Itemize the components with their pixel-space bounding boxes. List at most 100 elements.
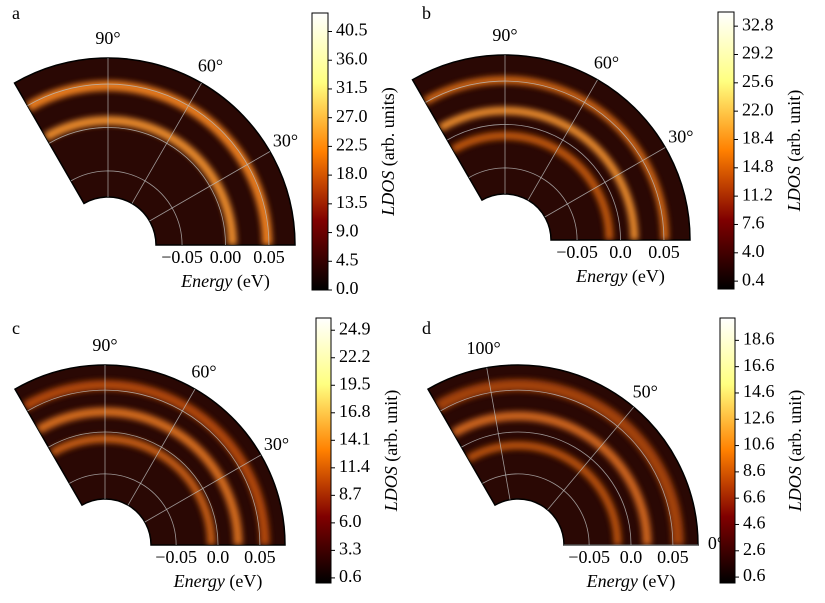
colorbar-tick-label: 7.6 [742, 213, 765, 233]
grid-spoke [131, 82, 202, 204]
colorbar-tick-label: 40.5 [336, 20, 368, 40]
grid-spoke [544, 147, 666, 218]
x-axis-label-unit: (eV) [642, 571, 675, 592]
colorbar-tick-label: 0.0 [336, 278, 359, 298]
colorbar-tick-label: 22.0 [742, 99, 774, 119]
panel-label: d [422, 318, 431, 338]
grid-spoke [527, 79, 598, 201]
colorbar-tick-label: 22.5 [336, 135, 368, 155]
heatmap-band [435, 379, 684, 545]
x-axis-label-unit: (eV) [229, 571, 262, 592]
grid-spoke [127, 388, 196, 506]
colorbar-label: LDOS (arb. unit) [381, 390, 402, 513]
colorbar-tick-label: 2.6 [743, 539, 766, 559]
colorbar-tick-label: 13.5 [336, 192, 368, 212]
colorbar [311, 12, 329, 291]
colorbar-tick-label: 11.4 [339, 456, 370, 476]
x-axis-label-var: Energy [173, 571, 225, 591]
colorbar-tick-label: 11.2 [742, 184, 773, 204]
theta-tick-label: 60° [594, 52, 619, 72]
colorbar-tick-label: 6.6 [743, 486, 766, 506]
colorbar-label-unit: (arb. unit) [381, 390, 402, 462]
heatmap-band [451, 411, 652, 545]
colorbar-tick-label: 4.5 [336, 249, 359, 269]
theta-tick-label: 90° [92, 335, 117, 355]
colorbar-tick-label: 3.3 [339, 539, 362, 559]
colorbar-label: LDOS (arb. unit) [785, 390, 806, 513]
colorbar-tick-label: 25.6 [742, 71, 774, 91]
colorbar-tick-label: 36.0 [336, 48, 368, 68]
colorbar-label-unit: (arb. unit) [785, 390, 806, 462]
x-axis-label-var: Energy [586, 571, 638, 591]
colorbar [717, 11, 735, 290]
grid-spoke [149, 151, 271, 222]
grid-ring [461, 431, 632, 546]
r-tick-label: −0.05 [556, 242, 598, 262]
theta-tick-label: 60° [191, 362, 216, 382]
r-tick-label: 0.0 [609, 242, 632, 262]
colorbar [315, 317, 332, 584]
r-tick-label: 0.0 [620, 547, 643, 567]
r-tick-label: 0.05 [648, 242, 680, 262]
theta-tick-label: 30° [273, 131, 298, 151]
x-axis-label: Energy (eV) [575, 266, 665, 287]
colorbar-label: LDOS (arb. unit) [784, 90, 805, 213]
colorbar [719, 317, 736, 584]
x-axis-label: Energy (eV) [173, 571, 263, 592]
colorbar-tick-label: 19.5 [339, 373, 371, 393]
r-tick-label: 0.00 [210, 247, 242, 267]
colorbar-tick-label: 6.0 [339, 511, 362, 531]
x-axis-label-unit: (eV) [237, 271, 270, 292]
colorbar-tick-label: 14.6 [743, 381, 775, 401]
r-tick-label: 0.05 [657, 547, 689, 567]
theta-tick-label: 30° [668, 127, 693, 147]
colorbar-tick-label: 4.6 [743, 513, 766, 533]
panel-label: b [422, 3, 431, 23]
heatmap-bands [435, 379, 684, 545]
x-axis-label-var: Energy [180, 271, 232, 291]
grid-ring [440, 389, 674, 546]
theta-tick-label: 90° [492, 25, 517, 45]
r-tick-label: 0.05 [253, 247, 285, 267]
colorbar-tick-label: 14.8 [742, 156, 774, 176]
colorbar-tick-label: 18.6 [743, 328, 775, 348]
colorbar-tick-label: 10.6 [743, 434, 775, 454]
x-axis-label: Energy (eV) [586, 571, 676, 592]
colorbar-tick-label: 8.6 [743, 460, 766, 480]
colorbar-tick-label: 9.0 [336, 221, 359, 241]
r-tick-label: −0.05 [155, 547, 197, 567]
colorbar-tick-label: 32.8 [742, 14, 774, 34]
theta-tick-label: 30° [264, 434, 289, 454]
colorbar-tick-label: 8.7 [339, 483, 362, 503]
grid-spoke [144, 454, 262, 523]
grid-ring [482, 473, 590, 546]
grid-spoke [486, 367, 511, 500]
theta-tick-label: 60° [198, 56, 223, 76]
colorbar-label-unit: (arb. units) [378, 87, 399, 166]
theta-tick-label: 100° [467, 338, 501, 358]
colorbar-tick-label: 31.5 [336, 77, 368, 97]
colorbar-label-var: LDOS [784, 166, 804, 212]
panel-label: c [12, 318, 20, 338]
theta-tick-label: 90° [95, 28, 120, 48]
colorbar-tick-label: 0.4 [742, 269, 765, 289]
colorbar-label: LDOS (arb. units) [378, 87, 399, 217]
colorbar-tick-label: 0.6 [339, 566, 362, 586]
colorbar-label-var: LDOS [381, 466, 401, 512]
colorbar-tick-label: 4.0 [742, 241, 765, 261]
colorbar-tick-label: 14.1 [339, 428, 371, 448]
r-tick-label: −0.05 [568, 547, 610, 567]
panel-label: a [12, 3, 20, 23]
colorbar-label-var: LDOS [378, 171, 398, 217]
x-axis-label-unit: (eV) [632, 266, 665, 287]
colorbar-tick-label: 16.8 [339, 401, 371, 421]
x-axis-label: Energy (eV) [180, 271, 270, 292]
heatmap-band [466, 441, 622, 545]
grid-spoke [547, 406, 635, 511]
colorbar-label-unit: (arb. unit) [784, 90, 805, 162]
colorbar-tick-label: 18.4 [742, 128, 774, 148]
colorbar-tick-label: 24.9 [339, 318, 371, 338]
theta-tick-label: 50° [633, 381, 658, 401]
